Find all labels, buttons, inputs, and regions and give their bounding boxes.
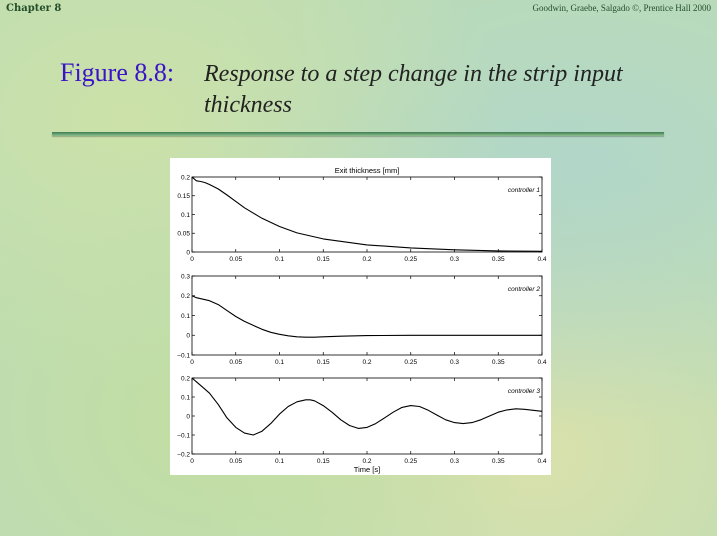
x-tick-label: 0.25 bbox=[404, 359, 417, 366]
x-tick-label: 0 bbox=[190, 359, 194, 366]
x-tick-label: 0.35 bbox=[492, 256, 505, 263]
y-tick-label: 0 bbox=[186, 413, 190, 420]
series-line-2 bbox=[191, 295, 542, 338]
figure-panel: 0 0.05 0.1 0.15 0.2 0.25 0.3 0.35 0.4 0 0.05 0.1 0.1… bbox=[170, 158, 551, 475]
x-tick-label: 0.05 bbox=[229, 256, 242, 263]
x-tick-label: 0.35 bbox=[492, 458, 505, 465]
copyright-note: Goodwin, Graebe, Salgado ©, Prentice Hal… bbox=[532, 3, 711, 13]
y-tick-label: −0.1 bbox=[177, 352, 190, 359]
x-tick-label: 0.1 bbox=[275, 256, 284, 263]
plot-frame bbox=[191, 176, 543, 253]
series-line-3 bbox=[191, 377, 543, 436]
title-divider bbox=[52, 132, 664, 136]
y-tick-label: −0.2 bbox=[177, 451, 190, 458]
x-tick-label: 0.25 bbox=[404, 256, 417, 263]
x-tick-label: 0.2 bbox=[362, 458, 371, 465]
series-line-1 bbox=[191, 176, 543, 252]
x-axis-label: Time [s] bbox=[354, 465, 380, 474]
x-tick-label: 0.15 bbox=[317, 359, 330, 366]
y-tick-label: 0 bbox=[186, 249, 190, 256]
x-tick-label: 0.4 bbox=[537, 458, 546, 465]
y-tick-label: −0.1 bbox=[177, 432, 190, 439]
x-tick-label: 0.2 bbox=[362, 256, 371, 263]
y-tick-label: 0.2 bbox=[181, 174, 190, 181]
x-tick-label: 0.15 bbox=[317, 458, 330, 465]
x-tick-label: 0 bbox=[190, 458, 194, 465]
series-label: controller 3 bbox=[508, 388, 541, 395]
chart-title: Exit thickness [mm] bbox=[335, 166, 400, 175]
y-tick-label: 0.3 bbox=[181, 273, 190, 280]
series-label: controller 1 bbox=[508, 187, 541, 194]
y-tick-label: 0.15 bbox=[177, 193, 190, 200]
x-tick-label: 0.3 bbox=[450, 256, 459, 263]
x-tick-label: 0.4 bbox=[537, 256, 546, 263]
x-tick-label: 0.05 bbox=[229, 359, 242, 366]
x-tick-label: 0 bbox=[190, 256, 194, 263]
x-tick-label: 0.25 bbox=[404, 458, 417, 465]
x-tick-label: 0.3 bbox=[450, 359, 459, 366]
x-tick-label: 0.05 bbox=[229, 458, 242, 465]
series-label: controller 2 bbox=[508, 286, 541, 293]
x-tick-label: 0.15 bbox=[317, 256, 330, 263]
y-tick-label: 0.2 bbox=[181, 375, 190, 382]
y-tick-label: 0.1 bbox=[181, 212, 190, 219]
figure-number: Figure 8.8: bbox=[60, 58, 175, 87]
y-tick-label: 0.1 bbox=[181, 394, 190, 401]
y-tick-label: 0.05 bbox=[177, 231, 190, 238]
x-tick-label: 0.1 bbox=[275, 359, 284, 366]
chapter-label: Chapter 8 bbox=[6, 3, 62, 14]
y-tick-label: 0.1 bbox=[181, 313, 190, 320]
x-tick-label: 0.1 bbox=[275, 458, 284, 465]
x-tick-label: 0.35 bbox=[492, 359, 505, 366]
plot-frame bbox=[191, 275, 543, 356]
x-tick-label: 0.4 bbox=[537, 359, 546, 366]
x-tick-label: 0.3 bbox=[450, 458, 459, 465]
response-plots: 0 0.05 0.1 0.15 0.2 0.25 0.3 0.35 0.4 0 0.05 0.1 0.1… bbox=[177, 166, 547, 474]
figure-caption: Response to a step change in the strip i… bbox=[204, 61, 623, 118]
y-tick-label: 0.2 bbox=[181, 293, 190, 300]
y-tick-label: 0 bbox=[186, 333, 190, 340]
x-tick-label: 0.2 bbox=[362, 359, 371, 366]
